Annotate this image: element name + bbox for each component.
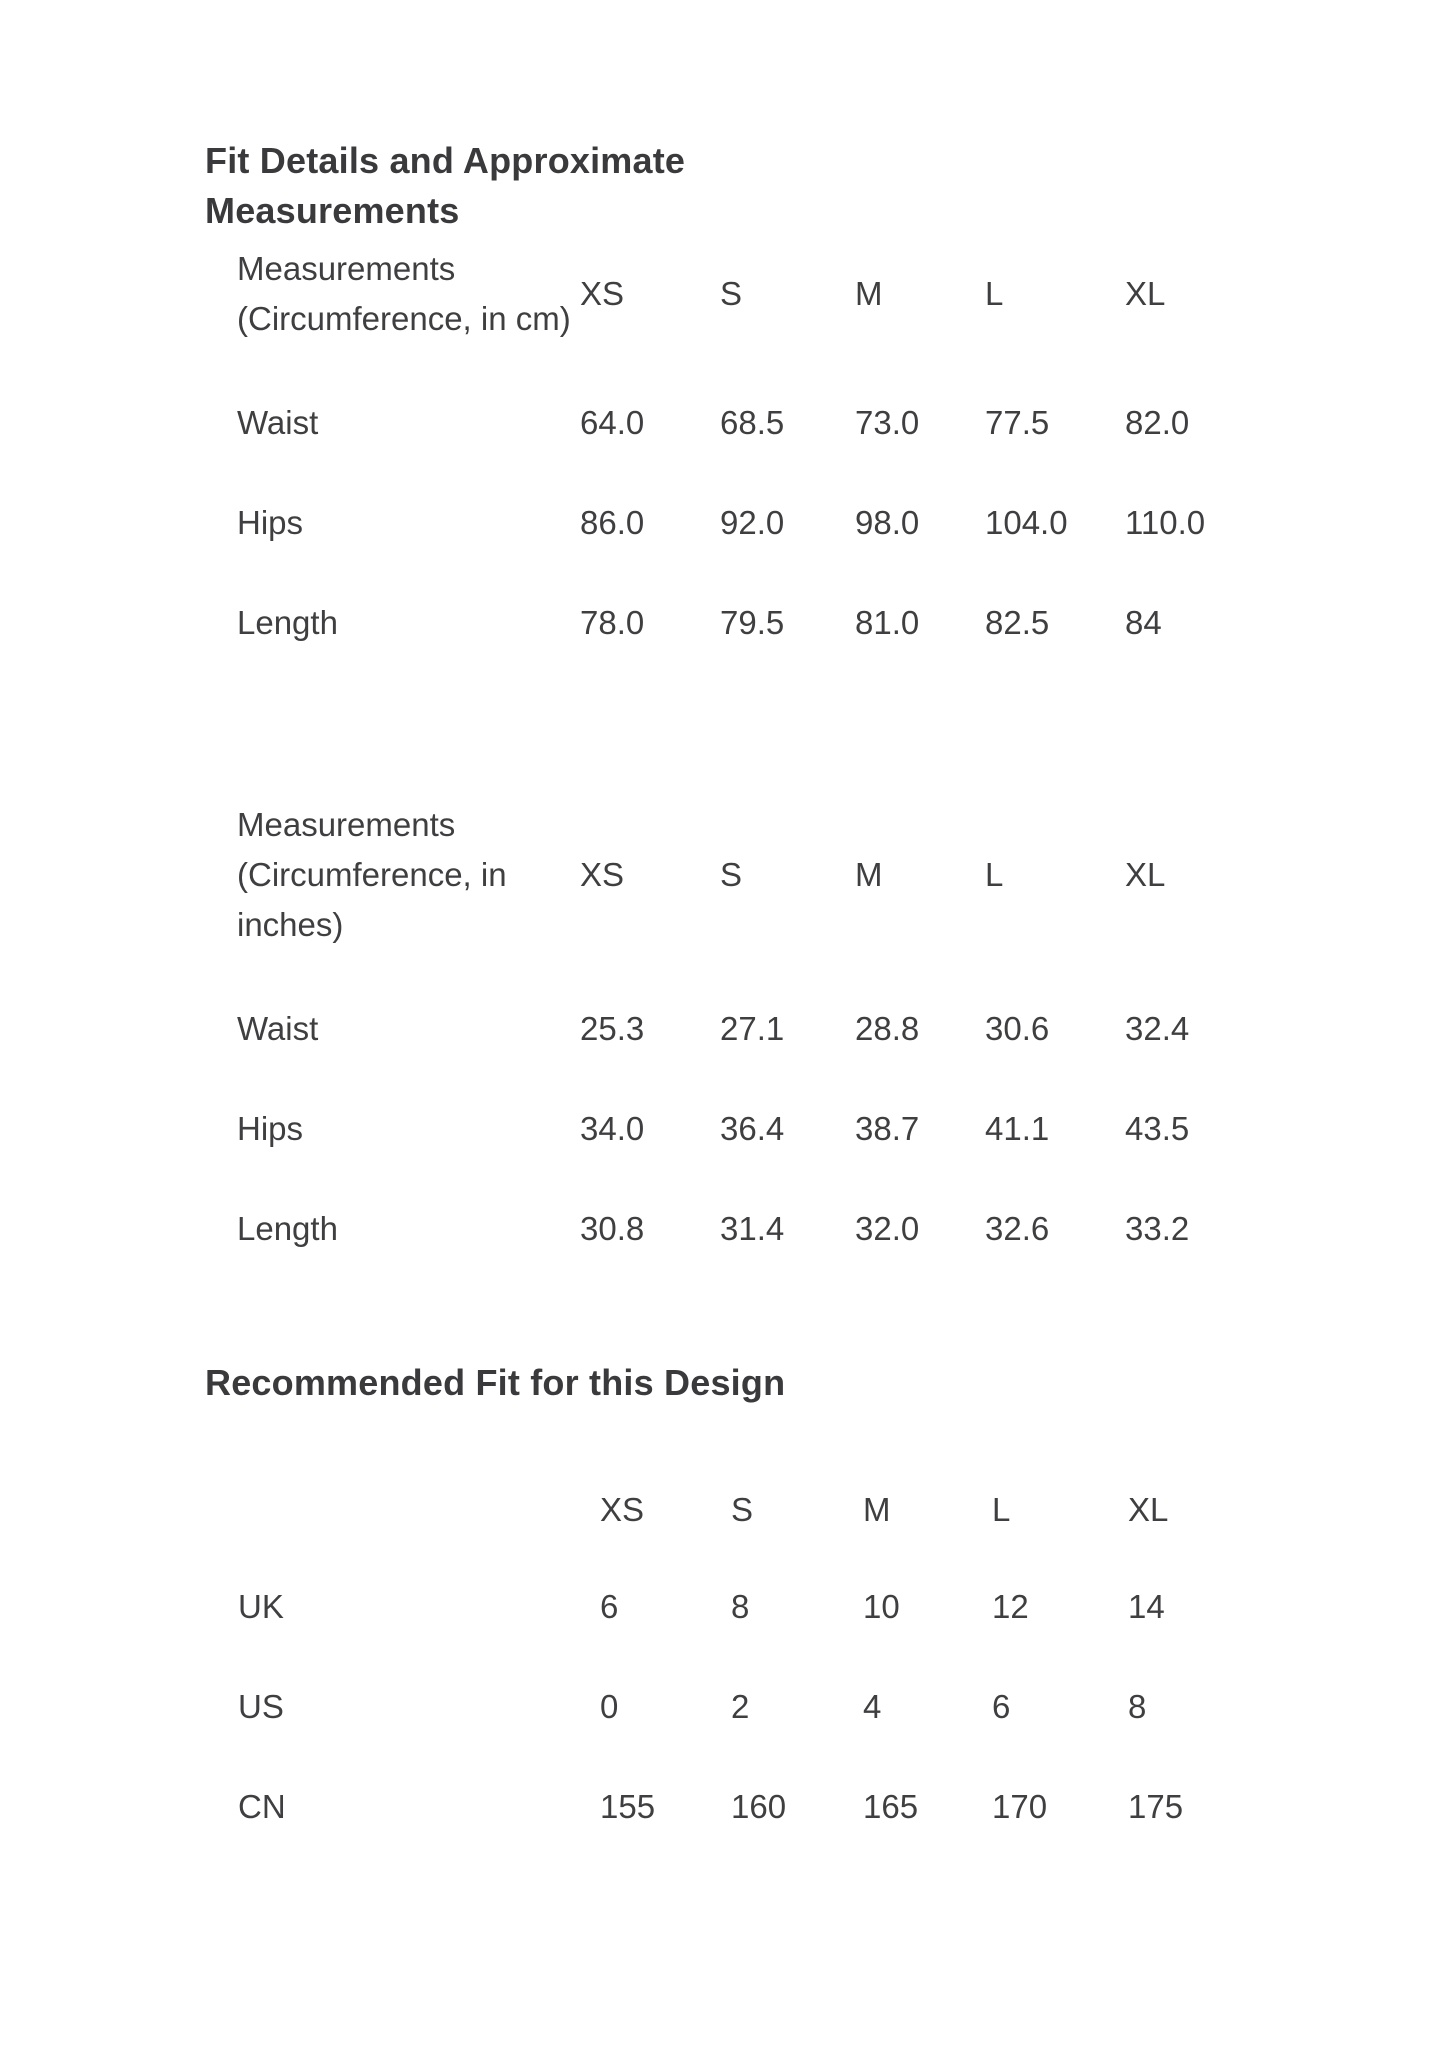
row-label: Length — [237, 1210, 338, 1247]
column-header-xl: XL — [1125, 275, 1166, 312]
row-label: Waist — [237, 1010, 319, 1047]
column-header-s: S — [720, 275, 743, 312]
table-header-label-empty — [205, 1490, 600, 1590]
cell-value: 165 — [863, 1788, 919, 1825]
table-row-waist: Waist 64.0 68.5 73.0 77.5 82.0 — [205, 406, 1265, 506]
table-row-hips: Hips 34.0 36.4 38.7 41.1 43.5 — [205, 1112, 1265, 1212]
row-label: Hips — [237, 504, 304, 541]
column-header-l: L — [985, 856, 1004, 893]
cell-value: 78.0 — [580, 604, 645, 641]
column-header-m: M — [863, 1491, 891, 1528]
cell-value: 8 — [731, 1588, 750, 1625]
cell-value: 32.6 — [985, 1210, 1050, 1247]
cell-value: 77.5 — [985, 404, 1050, 441]
cell-value: 12 — [992, 1588, 1029, 1625]
cell-value: 30.8 — [580, 1210, 645, 1247]
cell-value: 0 — [600, 1688, 619, 1725]
column-header-s: S — [720, 856, 743, 893]
cell-value: 36.4 — [720, 1110, 785, 1147]
cell-value: 110.0 — [1125, 504, 1206, 541]
table-header-row: Measurements (Circumference, in cm) XS S… — [205, 244, 1265, 406]
cell-value: 79.5 — [720, 604, 785, 641]
cell-value: 32.0 — [855, 1210, 920, 1247]
cell-value: 64.0 — [580, 404, 645, 441]
cell-value: 98.0 — [855, 504, 920, 541]
cell-value: 84 — [1125, 604, 1162, 641]
table-row-waist: Waist 25.3 27.1 28.8 30.6 32.4 — [205, 1012, 1265, 1112]
cell-value: 33.2 — [1125, 1210, 1190, 1247]
table-row-cn: CN 155 160 165 170 175 — [205, 1790, 1265, 1890]
cell-value: 43.5 — [1125, 1110, 1190, 1147]
column-header-xl: XL — [1128, 1491, 1169, 1528]
row-label: CN — [238, 1788, 286, 1825]
cell-value: 38.7 — [855, 1110, 920, 1147]
row-label: UK — [238, 1588, 284, 1625]
column-header-m: M — [855, 275, 883, 312]
cell-value: 175 — [1128, 1788, 1184, 1825]
table-row-uk: UK 6 8 10 12 14 — [205, 1590, 1265, 1690]
cell-value: 4 — [863, 1688, 882, 1725]
cell-value: 160 — [731, 1788, 787, 1825]
column-header-m: M — [855, 856, 883, 893]
cell-value: 92.0 — [720, 504, 785, 541]
column-header-xs: XS — [600, 1491, 645, 1528]
cell-value: 10 — [863, 1588, 900, 1625]
measurements-table-cm: Measurements (Circumference, in cm) XS S… — [205, 244, 1265, 706]
fit-section-title: Recommended Fit for this Design — [205, 1362, 786, 1403]
column-header-s: S — [731, 1491, 754, 1528]
row-label: Length — [237, 604, 338, 641]
recommended-fit-table: XS S M L XL UK 6 8 10 12 14 US 0 2 4 6 — [205, 1490, 1265, 1890]
column-header-l: L — [985, 275, 1004, 312]
cell-value: 81.0 — [855, 604, 920, 641]
cell-value: 8 — [1128, 1688, 1147, 1725]
cell-value: 31.4 — [720, 1210, 785, 1247]
cell-value: 2 — [731, 1688, 750, 1725]
cell-value: 27.1 — [720, 1010, 785, 1047]
cell-value: 68.5 — [720, 404, 785, 441]
cell-value: 34.0 — [580, 1110, 645, 1147]
row-label: US — [238, 1688, 284, 1725]
cell-value: 6 — [992, 1688, 1011, 1725]
table-row-length: Length 78.0 79.5 81.0 82.5 84 — [205, 606, 1265, 706]
cell-value: 82.0 — [1125, 404, 1190, 441]
page-title: Fit Details and Approximate Measurements — [205, 140, 686, 231]
column-header-xs: XS — [580, 856, 625, 893]
cell-value: 82.5 — [985, 604, 1050, 641]
cell-value: 30.6 — [985, 1010, 1050, 1047]
column-header-xl: XL — [1125, 856, 1166, 893]
table-header-row: Measurements (Circumference, in inches) … — [205, 800, 1265, 1012]
column-header-xs: XS — [580, 275, 625, 312]
row-label: Hips — [237, 1110, 304, 1147]
cell-value: 86.0 — [580, 504, 645, 541]
cell-value: 73.0 — [855, 404, 920, 441]
cell-value: 25.3 — [580, 1010, 645, 1047]
cell-value: 104.0 — [985, 504, 1068, 541]
table-row-length: Length 30.8 31.4 32.0 32.6 33.2 — [205, 1212, 1265, 1312]
measurements-table-inches: Measurements (Circumference, in inches) … — [205, 800, 1265, 1312]
cell-value: 32.4 — [1125, 1010, 1190, 1047]
column-header-l: L — [992, 1491, 1011, 1528]
table-header-label: Measurements (Circumference, in cm) — [237, 250, 571, 337]
table-row-hips: Hips 86.0 92.0 98.0 104.0 110.0 — [205, 506, 1265, 606]
table-row-us: US 0 2 4 6 8 — [205, 1690, 1265, 1790]
table-header-label: Measurements (Circumference, in inches) — [237, 806, 507, 943]
cell-value: 6 — [600, 1588, 619, 1625]
cell-value: 41.1 — [985, 1110, 1050, 1147]
cell-value: 155 — [600, 1788, 656, 1825]
cell-value: 170 — [992, 1788, 1048, 1825]
row-label: Waist — [237, 404, 319, 441]
cell-value: 28.8 — [855, 1010, 920, 1047]
cell-value: 14 — [1128, 1588, 1165, 1625]
table-header-row: XS S M L XL — [205, 1490, 1265, 1590]
